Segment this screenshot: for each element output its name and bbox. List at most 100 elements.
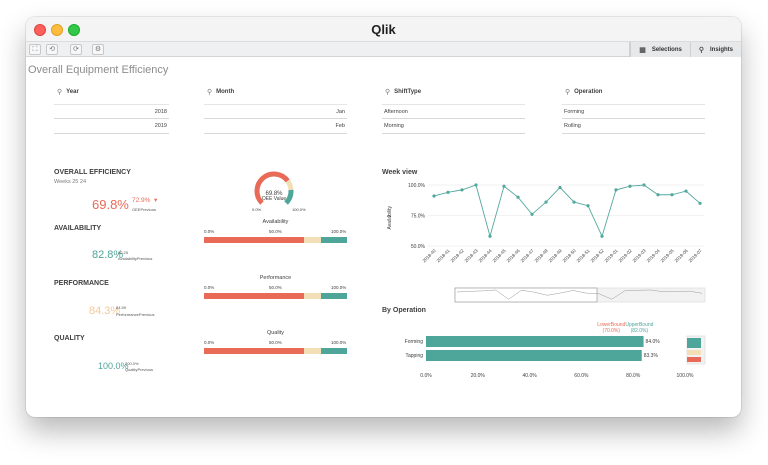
filter-value-jan[interactable]: Jan — [204, 104, 347, 119]
data-point[interactable] — [656, 193, 660, 197]
filter-month[interactable]: ⚲ Month Jan Feb — [204, 87, 347, 134]
filter-label: Year — [66, 88, 79, 95]
mini-chart-window[interactable] — [454, 287, 598, 303]
filter-label: Operation — [574, 88, 603, 95]
selections-tab[interactable]: ▦ Selections — [630, 42, 690, 57]
x-tick-label: 2019-03 — [631, 248, 647, 264]
x-tick-label: 2018-42 — [449, 248, 465, 264]
mini-bar — [687, 357, 701, 362]
data-point[interactable] — [614, 188, 618, 192]
filter-value-forming[interactable]: Forming — [562, 104, 705, 119]
bullet-axis-label: 50.0% — [269, 229, 282, 234]
x-tick-label: 2018-41 — [435, 248, 451, 264]
kpi-overall-compare: 72.9% — [132, 197, 151, 204]
maximize-window-button[interactable] — [68, 24, 80, 36]
data-point[interactable] — [586, 204, 590, 208]
clear-selections-button[interactable]: ⚙ — [92, 44, 104, 55]
data-point[interactable] — [460, 188, 464, 192]
x-tick-label: 2019-04 — [645, 248, 661, 264]
bullet-segment — [321, 237, 347, 243]
bullet-axis-label: 100.0% — [331, 229, 347, 234]
close-window-button[interactable] — [34, 24, 46, 36]
lower-bound-label: LowerBound — [597, 322, 625, 328]
data-point[interactable] — [572, 200, 576, 204]
data-point[interactable] — [488, 234, 492, 238]
week-view-chart[interactable]: 100.0%75.0%50.0%Availability2018-402018-… — [382, 175, 707, 305]
data-point[interactable] — [684, 189, 688, 193]
kpi-quality-compare-label: QualityPrevious — [125, 367, 154, 372]
bar[interactable] — [426, 350, 642, 361]
filter-value-feb[interactable]: Feb — [204, 119, 347, 134]
bullet-axis-label: 100.0% — [331, 285, 347, 290]
filter-label: Month — [216, 88, 235, 95]
kpi-performance-title: PERFORMANCE — [54, 280, 109, 287]
filter-value-afternoon[interactable]: Afternoon — [382, 104, 525, 119]
data-point[interactable] — [642, 183, 646, 187]
filter-value-2018[interactable]: 2018 — [54, 104, 169, 119]
data-point[interactable] — [446, 190, 450, 194]
data-point[interactable] — [558, 185, 562, 190]
series-line — [433, 184, 701, 238]
by-operation-chart[interactable]: LowerBound(70.0%) UpperBound(82.0%) Formin… — [382, 317, 707, 387]
data-point[interactable] — [502, 184, 506, 188]
filter-header[interactable]: ⚲ ShiftType — [382, 87, 525, 96]
bullet-axis-label: 50.0% — [269, 340, 282, 345]
mini-chart-line — [456, 289, 703, 300]
search-icon: ⚲ — [207, 88, 213, 96]
axis-sort-icon[interactable] — [386, 214, 392, 218]
kpi-performance-compare-label: PerformancePrevious — [116, 312, 155, 317]
step-back-button[interactable]: ⟲ — [46, 44, 58, 55]
x-tick-label: 40.0% — [523, 373, 538, 379]
bar[interactable] — [426, 336, 644, 347]
step-forward-button[interactable]: ⟳ — [70, 44, 82, 55]
data-point[interactable] — [670, 193, 674, 197]
filter-list: Jan Feb — [204, 104, 347, 134]
oee-gauge: 69.8% OEE Value 0.0% 100.0% — [252, 171, 306, 212]
x-tick-label: 2018-45 — [491, 248, 507, 264]
search-icon: ⚲ — [385, 88, 391, 96]
filter-shifttype[interactable]: ⚲ ShiftType Afternoon Morning — [382, 87, 525, 134]
smart-search-button[interactable]: ⛶ — [29, 44, 41, 55]
bullet-axis-label: 100.0% — [331, 340, 347, 345]
filter-header[interactable]: ⚲ Month — [204, 87, 347, 96]
bullet-title: Performance — [259, 275, 292, 281]
kpi-performance-compare: 84.59 — [116, 305, 127, 310]
insights-tab[interactable]: ⚲ Insights — [689, 42, 741, 57]
x-tick-label: 20.0% — [471, 373, 486, 379]
filter-header[interactable]: ⚲ Year — [54, 87, 169, 96]
filter-header[interactable]: ⚲ Operation — [562, 87, 705, 96]
filter-value-morning[interactable]: Morning — [382, 119, 525, 134]
x-tick-label: 2019-02 — [617, 248, 633, 264]
kpi-quality-compare: 100.0% — [125, 361, 139, 366]
x-tick-label: 2018-52 — [589, 248, 605, 264]
data-point[interactable] — [600, 234, 604, 238]
data-point[interactable] — [516, 195, 520, 199]
data-point[interactable] — [530, 212, 534, 216]
x-tick-label: 2019-07 — [687, 248, 703, 264]
bullet-bar[interactable] — [204, 348, 347, 354]
data-point[interactable] — [474, 183, 478, 187]
filter-value-2019[interactable]: 2019 — [54, 119, 169, 134]
x-tick-label: 2018-47 — [519, 248, 535, 264]
data-point[interactable] — [628, 184, 632, 188]
filter-year[interactable]: ⚲ Year 2018 2019 — [54, 87, 169, 134]
bar-value-label: 84.0% — [646, 339, 661, 345]
insights-icon: ⚲ — [698, 46, 704, 54]
minimize-window-button[interactable] — [51, 24, 63, 36]
kpi-quality-title: QUALITY — [54, 335, 85, 342]
data-point[interactable] — [698, 201, 702, 205]
bullet-bar[interactable] — [204, 237, 347, 243]
filter-list: Forming Rolling — [562, 104, 705, 134]
sheet-title: Overall Equipment Efficiency — [28, 64, 169, 76]
bullet-segment — [204, 348, 305, 354]
gauge-mid-band — [285, 179, 294, 191]
data-point[interactable] — [544, 200, 548, 204]
bullet-bar[interactable] — [204, 293, 347, 299]
data-point[interactable] — [432, 194, 436, 198]
gauge-value-arc — [254, 171, 290, 205]
filter-value-rolling[interactable]: Rolling — [562, 119, 705, 134]
lower-bound-value: (70.0%) — [603, 328, 621, 334]
kpi-availability-title: AVAILABILITY — [54, 225, 102, 232]
app-title: Qlik — [371, 22, 396, 37]
filter-operation[interactable]: ⚲ Operation Forming Rolling — [562, 87, 705, 134]
